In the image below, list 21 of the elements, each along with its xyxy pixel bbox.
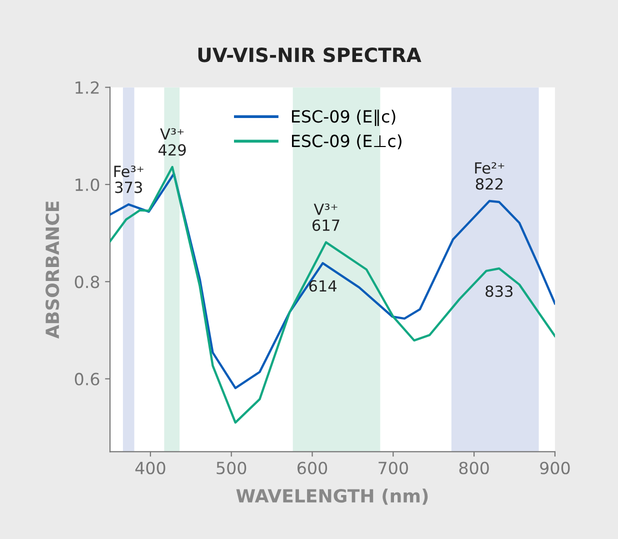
annotation: V³⁺ 617 (312, 204, 340, 231)
y-tick-label: 1.0 (76, 178, 100, 192)
y-tick-label: 1.2 (76, 81, 99, 94)
x-tick-label: 400 (135, 462, 166, 474)
annotation: 614 (309, 280, 336, 292)
annotation: 833 (486, 285, 512, 298)
annotation: Fe²⁺ 822 (475, 162, 504, 190)
annotation: Fe³⁺ 373 (114, 166, 144, 194)
legend-label: ESC-09 (E⊥c) (292, 134, 402, 150)
x-tick-label: 800 (459, 462, 489, 474)
x-tick-label: 500 (216, 462, 246, 474)
y-tick-label: 0.6 (74, 372, 100, 386)
chart-title: UV-VIS-NIR SPECTRA (198, 48, 422, 62)
x-tick-label: 600 (298, 462, 328, 474)
x-tick-label: 700 (378, 462, 408, 474)
x-axis-title: WAVELENGTH (nm) (236, 488, 428, 505)
annotation: V³⁺ 429 (158, 128, 186, 156)
y-axis-title: ABSORBANCE (46, 202, 60, 339)
legend-label: ESC-09 (E∥c) (292, 110, 396, 126)
y-tick-label: 0.8 (74, 276, 100, 288)
x-tick-label: 900 (540, 462, 570, 474)
